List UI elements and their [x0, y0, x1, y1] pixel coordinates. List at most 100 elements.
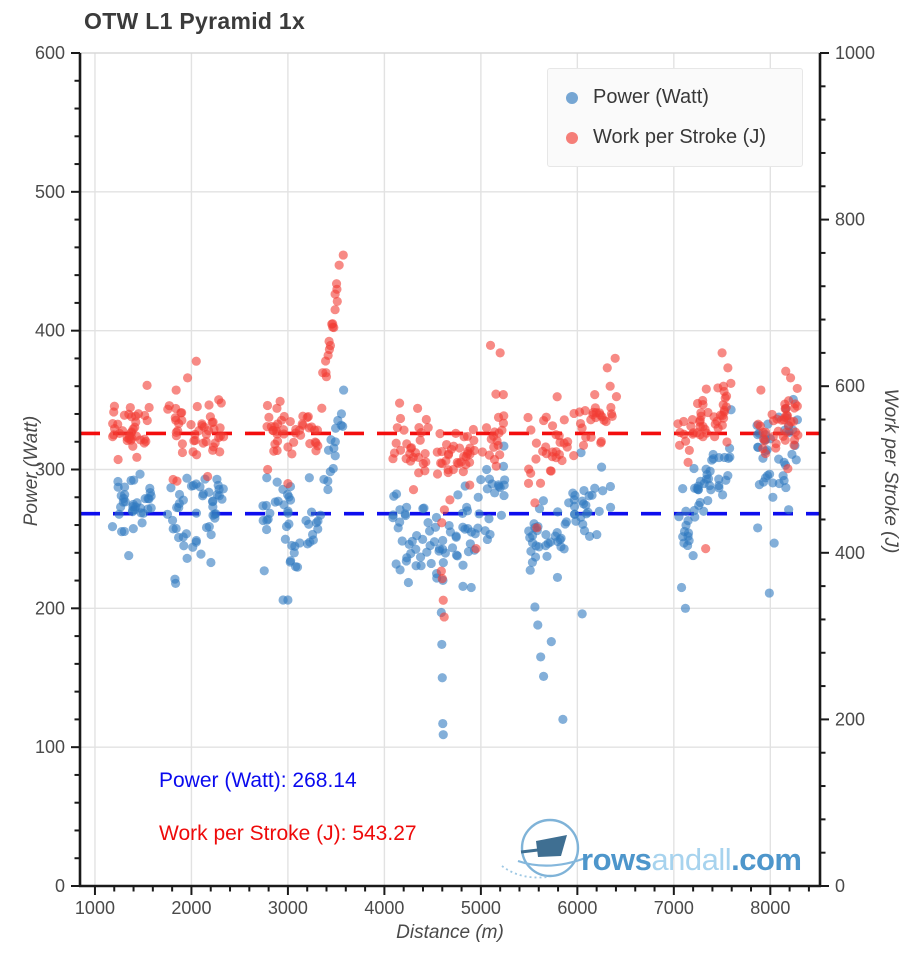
wps-point: [109, 407, 119, 417]
wps-point: [109, 430, 119, 440]
power-point: [330, 451, 340, 461]
wps-point: [530, 498, 540, 508]
power-point: [407, 536, 417, 546]
y-right-tick-label: 400: [835, 543, 865, 563]
wps-point: [679, 416, 689, 427]
wps-point: [290, 428, 301, 438]
wps-point: [421, 414, 431, 425]
power-point: [774, 454, 784, 464]
power-point: [107, 522, 118, 532]
wps-point: [684, 445, 694, 455]
wps-point: [215, 431, 225, 441]
wps-point: [203, 471, 213, 482]
power-point: [598, 486, 608, 496]
power-point: [291, 562, 301, 572]
wps-point: [273, 419, 283, 429]
power-point: [437, 639, 447, 650]
wps-point: [437, 574, 447, 584]
power-point: [499, 490, 509, 501]
power-point: [784, 505, 794, 515]
wps-point: [611, 392, 622, 402]
power-series-marker-icon: [566, 91, 578, 104]
y-left-tick-label: 600: [35, 43, 65, 63]
power-point: [182, 473, 192, 483]
power-point: [538, 671, 549, 681]
wps-point: [701, 384, 711, 394]
wps-point: [562, 442, 572, 452]
y-left-tick-label: 300: [35, 460, 65, 480]
x-tick-label: 8000: [750, 898, 790, 918]
power-point: [536, 652, 546, 662]
power-point: [218, 484, 228, 494]
rowsandall-logo: rowsandall.com: [492, 810, 832, 890]
power-point: [705, 481, 715, 491]
power-point: [395, 517, 405, 527]
wps-point: [334, 260, 344, 270]
wps-point: [448, 464, 458, 475]
power-point: [438, 535, 448, 546]
x-tick-label: 1000: [75, 898, 115, 918]
wps-point: [418, 458, 428, 469]
power-point: [714, 480, 724, 491]
power-point: [485, 529, 495, 540]
wps-point: [117, 426, 128, 436]
wps-point: [495, 450, 505, 460]
power-point: [265, 508, 275, 518]
wps-point: [415, 435, 425, 445]
power-point: [172, 502, 182, 513]
power-point: [391, 489, 402, 499]
wps-point: [264, 412, 274, 422]
legend-label-wps: Work per Stroke (J): [593, 126, 766, 148]
power-point: [768, 478, 778, 488]
power-point: [490, 488, 500, 498]
power-point: [538, 496, 548, 506]
legend: Power (Watt) Work per Stroke (J): [547, 68, 803, 167]
power-point: [168, 524, 178, 534]
power-point: [787, 449, 797, 460]
y-right-tick-label: 200: [835, 709, 865, 729]
wps-point: [726, 378, 736, 388]
wps-point: [163, 404, 173, 414]
wps-point: [171, 431, 181, 441]
wps-point: [792, 383, 802, 394]
power-point: [452, 551, 462, 561]
power-point: [768, 492, 778, 502]
wps-average-annotation: Work per Stroke (J): 543.27: [159, 822, 417, 845]
power-point: [541, 530, 551, 540]
y-left-tick-label: 100: [35, 737, 65, 757]
wps-point: [459, 432, 469, 442]
wps-point: [204, 400, 214, 410]
y-left-tick-label: 500: [35, 182, 65, 202]
wps-point: [758, 427, 768, 437]
wps-point: [439, 612, 449, 622]
power-point: [119, 482, 130, 492]
wps-point: [784, 396, 794, 406]
power-point: [388, 510, 398, 520]
wps-point: [687, 415, 698, 425]
power-point: [120, 490, 130, 500]
power-point: [482, 464, 492, 475]
logo-text: rowsandall.com: [581, 842, 802, 878]
power-point: [403, 577, 414, 588]
wps-point: [269, 446, 279, 456]
wps-point: [125, 402, 135, 413]
power-point: [325, 467, 335, 477]
wps-point: [484, 450, 494, 460]
wps-point: [132, 452, 142, 462]
power-point: [280, 534, 291, 544]
power-point: [460, 524, 470, 534]
wps-point: [783, 463, 793, 474]
wps-point: [703, 407, 713, 418]
wps-point: [287, 449, 297, 459]
wps-point: [128, 441, 138, 451]
wps-point: [607, 411, 617, 421]
wps-point: [771, 439, 781, 449]
logo-text-andall: andall: [651, 842, 732, 877]
power-point: [284, 519, 294, 529]
wps-point: [498, 390, 508, 400]
wps-point: [325, 340, 336, 351]
wps-point: [526, 468, 536, 478]
power-point: [411, 544, 421, 554]
power-point: [173, 532, 184, 543]
wps-point: [177, 447, 188, 458]
